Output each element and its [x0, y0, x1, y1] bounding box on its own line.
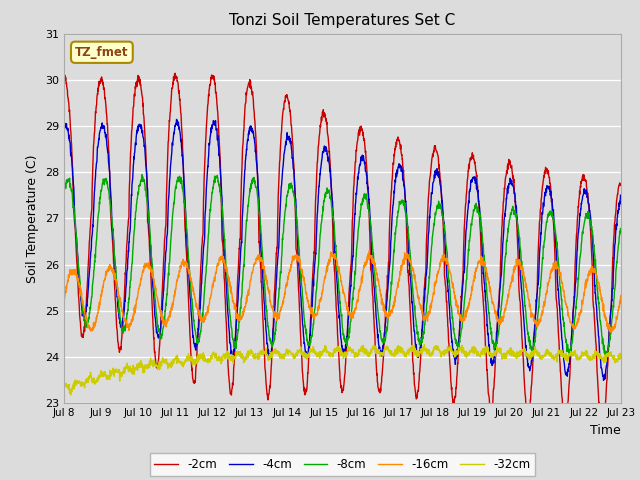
-2cm	[599, 428, 607, 434]
-8cm	[499, 292, 506, 298]
-4cm	[60, 125, 68, 131]
-4cm	[602, 376, 609, 382]
-32cm	[331, 346, 339, 351]
-4cm	[88, 229, 96, 235]
-2cm	[331, 278, 339, 284]
-32cm	[617, 351, 625, 357]
-4cm	[600, 377, 607, 383]
-8cm	[316, 230, 324, 236]
-2cm	[60, 73, 68, 79]
-4cm	[617, 194, 625, 200]
-16cm	[365, 248, 373, 253]
-16cm	[60, 299, 68, 304]
-16cm	[601, 311, 609, 316]
-8cm	[88, 283, 96, 289]
-4cm	[601, 374, 609, 380]
-32cm	[316, 348, 324, 354]
-8cm	[601, 347, 609, 353]
Line: -32cm: -32cm	[64, 345, 621, 395]
Line: -2cm: -2cm	[64, 73, 621, 431]
-32cm	[60, 384, 68, 390]
-16cm	[617, 293, 625, 299]
-2cm	[88, 176, 96, 181]
-8cm	[617, 227, 625, 233]
Y-axis label: Soil Temperature (C): Soil Temperature (C)	[26, 154, 39, 283]
-8cm	[60, 190, 68, 196]
-32cm	[89, 379, 97, 385]
-2cm	[499, 210, 506, 216]
-2cm	[602, 406, 609, 411]
Title: Tonzi Soil Temperatures Set C: Tonzi Soil Temperatures Set C	[229, 13, 456, 28]
-4cm	[499, 242, 506, 248]
-8cm	[138, 172, 146, 178]
-16cm	[499, 318, 506, 324]
-8cm	[603, 354, 611, 360]
-2cm	[601, 408, 609, 414]
-32cm	[420, 342, 428, 348]
Line: -8cm: -8cm	[64, 175, 621, 357]
Line: -4cm: -4cm	[64, 120, 621, 380]
-16cm	[601, 315, 609, 321]
-4cm	[173, 117, 180, 122]
Text: TZ_fmet: TZ_fmet	[75, 46, 129, 59]
-16cm	[88, 328, 96, 334]
-8cm	[331, 238, 339, 244]
-32cm	[601, 352, 609, 358]
-16cm	[331, 251, 339, 256]
-4cm	[316, 172, 324, 178]
-4cm	[331, 249, 339, 254]
-2cm	[316, 122, 324, 128]
-2cm	[617, 182, 625, 188]
Legend: -2cm, -4cm, -8cm, -16cm, -32cm: -2cm, -4cm, -8cm, -16cm, -32cm	[150, 454, 535, 476]
-2cm	[172, 71, 179, 76]
-8cm	[601, 349, 609, 355]
Line: -16cm: -16cm	[64, 251, 621, 332]
-16cm	[316, 299, 324, 305]
-32cm	[67, 392, 74, 398]
-32cm	[602, 352, 609, 358]
-16cm	[607, 329, 614, 335]
X-axis label: Time: Time	[590, 424, 621, 437]
-32cm	[499, 355, 507, 361]
